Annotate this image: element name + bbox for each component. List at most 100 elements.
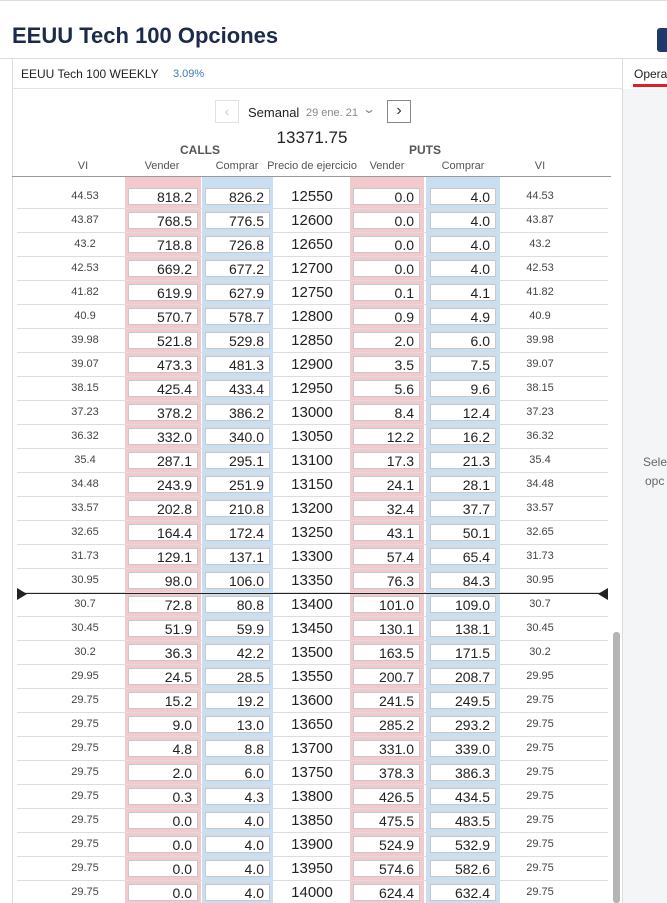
sell-price[interactable]: 9.0 — [128, 716, 198, 733]
buy-price[interactable]: 50.1 — [430, 524, 496, 541]
buy-price[interactable]: 481.3 — [205, 356, 270, 373]
buy-price[interactable]: 109.0 — [430, 596, 496, 613]
buy-price[interactable]: 4.0 — [430, 236, 496, 253]
sell-price[interactable]: 72.8 — [128, 596, 198, 613]
sell-price[interactable]: 425.4 — [128, 380, 198, 397]
buy-price[interactable]: 80.8 — [205, 596, 270, 613]
sell-price[interactable]: 5.6 — [353, 380, 420, 397]
buy-price[interactable]: 776.5 — [205, 212, 270, 229]
buy-price[interactable]: 532.9 — [430, 836, 496, 853]
sell-price[interactable]: 521.8 — [128, 332, 198, 349]
sell-price[interactable]: 285.2 — [353, 716, 420, 733]
buy-price[interactable]: 483.5 — [430, 812, 496, 829]
sell-price[interactable]: 0.1 — [353, 284, 420, 301]
sell-price[interactable]: 12.2 — [353, 428, 420, 445]
sell-price[interactable]: 669.2 — [128, 260, 198, 277]
sell-price[interactable]: 32.4 — [353, 500, 420, 517]
buy-price[interactable]: 295.1 — [205, 452, 270, 469]
buy-price[interactable]: 7.5 — [430, 356, 496, 373]
sell-price[interactable]: 718.8 — [128, 236, 198, 253]
sell-price[interactable]: 619.9 — [128, 284, 198, 301]
buy-price[interactable]: 249.5 — [430, 692, 496, 709]
buy-price[interactable]: 172.4 — [205, 524, 270, 541]
sell-price[interactable]: 164.4 — [128, 524, 198, 541]
sell-price[interactable]: 0.0 — [353, 236, 420, 253]
buy-price[interactable]: 251.9 — [205, 476, 270, 493]
buy-price[interactable]: 4.1 — [430, 284, 496, 301]
sell-price[interactable]: 4.8 — [128, 740, 198, 757]
next-button[interactable]: › — [387, 100, 411, 123]
buy-price[interactable]: 386.2 — [205, 404, 270, 421]
sell-price[interactable]: 0.0 — [128, 860, 198, 877]
sell-price[interactable]: 43.1 — [353, 524, 420, 541]
buy-price[interactable]: 627.9 — [205, 284, 270, 301]
sell-price[interactable]: 17.3 — [353, 452, 420, 469]
buy-price[interactable]: 677.2 — [205, 260, 270, 277]
prev-button[interactable]: ‹ — [215, 100, 239, 123]
scrollbar-thumb[interactable] — [613, 632, 620, 903]
sell-price[interactable]: 0.0 — [353, 260, 420, 277]
sell-price[interactable]: 57.4 — [353, 548, 420, 565]
sell-price[interactable]: 15.2 — [128, 692, 198, 709]
buy-price[interactable]: 8.8 — [205, 740, 270, 757]
operate-tab[interactable]: Opera — [634, 67, 667, 81]
sell-price[interactable]: 0.0 — [353, 212, 420, 229]
instrument-tab[interactable]: EEUU Tech 100 WEEKLY — [21, 67, 159, 81]
buy-price[interactable]: 6.0 — [205, 764, 270, 781]
sell-price[interactable]: 570.7 — [128, 308, 198, 325]
buy-price[interactable]: 4.0 — [430, 212, 496, 229]
period-label[interactable]: Semanal — [248, 105, 300, 120]
buy-price[interactable]: 4.0 — [205, 884, 270, 901]
sell-price[interactable]: 129.1 — [128, 548, 198, 565]
sell-price[interactable]: 200.7 — [353, 668, 420, 685]
sell-price[interactable]: 0.0 — [128, 812, 198, 829]
sell-price[interactable]: 818.2 — [128, 188, 198, 205]
buy-price[interactable]: 4.3 — [205, 788, 270, 805]
buy-price[interactable]: 339.0 — [430, 740, 496, 757]
sell-price[interactable]: 101.0 — [353, 596, 420, 613]
buy-price[interactable]: 582.6 — [430, 860, 496, 877]
sell-price[interactable]: 24.5 — [128, 668, 198, 685]
sell-price[interactable]: 524.9 — [353, 836, 420, 853]
buy-price[interactable]: 4.9 — [430, 308, 496, 325]
sell-price[interactable]: 473.3 — [128, 356, 198, 373]
buy-price[interactable]: 28.5 — [205, 668, 270, 685]
buy-price[interactable]: 138.1 — [430, 620, 496, 637]
sell-price[interactable]: 0.0 — [353, 188, 420, 205]
buy-price[interactable]: 9.6 — [430, 380, 496, 397]
buy-price[interactable]: 59.9 — [205, 620, 270, 637]
buy-price[interactable]: 4.0 — [430, 260, 496, 277]
dropdown-chevron[interactable]: ⌄ — [361, 102, 377, 116]
sell-price[interactable]: 163.5 — [353, 644, 420, 661]
buy-price[interactable]: 433.4 — [205, 380, 270, 397]
sell-price[interactable]: 3.5 — [353, 356, 420, 373]
buy-price[interactable]: 84.3 — [430, 572, 496, 589]
buy-price[interactable]: 12.4 — [430, 404, 496, 421]
sell-price[interactable]: 8.4 — [353, 404, 420, 421]
sell-price[interactable]: 475.5 — [353, 812, 420, 829]
sell-price[interactable]: 2.0 — [128, 764, 198, 781]
buy-price[interactable]: 632.4 — [430, 884, 496, 901]
sell-price[interactable]: 331.0 — [353, 740, 420, 757]
sell-price[interactable]: 2.0 — [353, 332, 420, 349]
sell-price[interactable]: 426.5 — [353, 788, 420, 805]
buy-price[interactable]: 578.7 — [205, 308, 270, 325]
buy-price[interactable]: 4.0 — [430, 188, 496, 205]
buy-price[interactable]: 171.5 — [430, 644, 496, 661]
buy-price[interactable]: 434.5 — [430, 788, 496, 805]
sell-price[interactable]: 287.1 — [128, 452, 198, 469]
sell-price[interactable]: 243.9 — [128, 476, 198, 493]
sell-price[interactable]: 378.3 — [353, 764, 420, 781]
sell-price[interactable]: 76.3 — [353, 572, 420, 589]
buy-price[interactable]: 37.7 — [430, 500, 496, 517]
sell-price[interactable]: 36.3 — [128, 644, 198, 661]
buy-price[interactable]: 293.2 — [430, 716, 496, 733]
buy-price[interactable]: 16.2 — [430, 428, 496, 445]
buy-price[interactable]: 4.0 — [205, 812, 270, 829]
sell-price[interactable]: 0.0 — [128, 836, 198, 853]
buy-price[interactable]: 210.8 — [205, 500, 270, 517]
sell-price[interactable]: 51.9 — [128, 620, 198, 637]
buy-price[interactable]: 21.3 — [430, 452, 496, 469]
sell-price[interactable]: 0.9 — [353, 308, 420, 325]
sell-price[interactable]: 0.0 — [128, 884, 198, 901]
